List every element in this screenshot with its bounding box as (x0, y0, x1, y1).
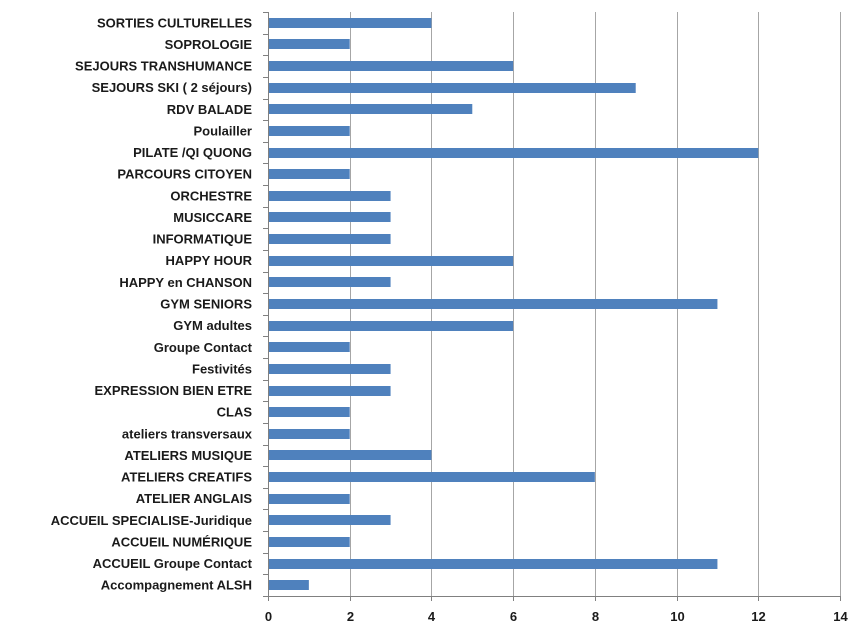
bar (269, 364, 391, 374)
bar (269, 39, 350, 49)
category-label: CLAS (217, 405, 253, 420)
bar (269, 212, 391, 222)
x-tick-label: 14 (833, 609, 848, 624)
category-label: PARCOURS CITOYEN (117, 167, 252, 182)
category-label: RDV BALADE (167, 102, 253, 117)
bar (269, 104, 473, 114)
category-label: ateliers transversaux (122, 426, 253, 441)
bar (269, 191, 391, 201)
bar (269, 515, 391, 525)
bar (269, 234, 391, 244)
x-tick-label: 10 (670, 609, 684, 624)
axes (263, 12, 841, 601)
category-label: Festivités (192, 361, 252, 376)
category-label: MUSICCARE (173, 210, 252, 225)
bar (269, 407, 350, 417)
x-tick-label: 2 (347, 609, 354, 624)
bar (269, 580, 309, 590)
bar (269, 148, 759, 158)
category-label: GYM SENIORS (160, 297, 252, 312)
category-label: ACCUEIL Groupe Contact (93, 556, 253, 571)
x-tick-label: 4 (428, 609, 436, 624)
x-tick-label: 0 (265, 609, 272, 624)
bar (269, 126, 350, 136)
bar (269, 277, 391, 287)
category-label: GYM adultes (173, 318, 252, 333)
bar (269, 472, 595, 482)
category-label: Groupe Contact (154, 340, 253, 355)
category-label: ACCUEIL NUMÉRIQUE (111, 534, 252, 549)
bars (269, 18, 759, 590)
x-tick-labels: 0 2 4 6 8 10 12 14 (265, 609, 849, 624)
category-label: INFORMATIQUE (153, 232, 253, 247)
category-label: ACCUEIL SPECIALISE-Juridique (51, 513, 252, 528)
x-tick-label: 8 (592, 609, 599, 624)
bar (269, 83, 636, 93)
bar (269, 342, 350, 352)
bar (269, 299, 718, 309)
category-label: ATELIERS CREATIFS (121, 470, 252, 485)
category-label: EXPRESSION BIEN ETRE (95, 383, 253, 398)
category-label: HAPPY en CHANSON (119, 275, 252, 290)
bar (269, 537, 350, 547)
category-label: ATELIERS MUSIQUE (124, 448, 252, 463)
bar (269, 494, 350, 504)
category-label: SORTIES CULTURELLES (97, 15, 252, 30)
category-label: SEJOURS SKI ( 2 séjours) (92, 80, 252, 95)
category-label: Poulailler (193, 123, 252, 138)
bar (269, 256, 514, 266)
category-label: SOPROLOGIE (165, 37, 253, 52)
category-label: Accompagnement ALSH (101, 578, 252, 593)
bar (269, 18, 432, 28)
category-label: HAPPY HOUR (166, 253, 253, 268)
bar (269, 321, 514, 331)
bar (269, 169, 350, 179)
bar (269, 386, 391, 396)
category-label: ATELIER ANGLAIS (136, 491, 253, 506)
category-labels: SORTIES CULTURELLES SOPROLOGIE SEJOURS TRA… (51, 15, 253, 592)
bar (269, 429, 350, 439)
bar (269, 559, 718, 569)
bar (269, 450, 432, 460)
x-tick-label: 12 (751, 609, 765, 624)
category-label: ORCHESTRE (170, 188, 252, 203)
category-label: SEJOURS TRANSHUMANCE (75, 59, 252, 74)
category-label: PILATE /QI QUONG (133, 145, 252, 160)
x-tick-label: 6 (510, 609, 517, 624)
bar (269, 61, 514, 71)
